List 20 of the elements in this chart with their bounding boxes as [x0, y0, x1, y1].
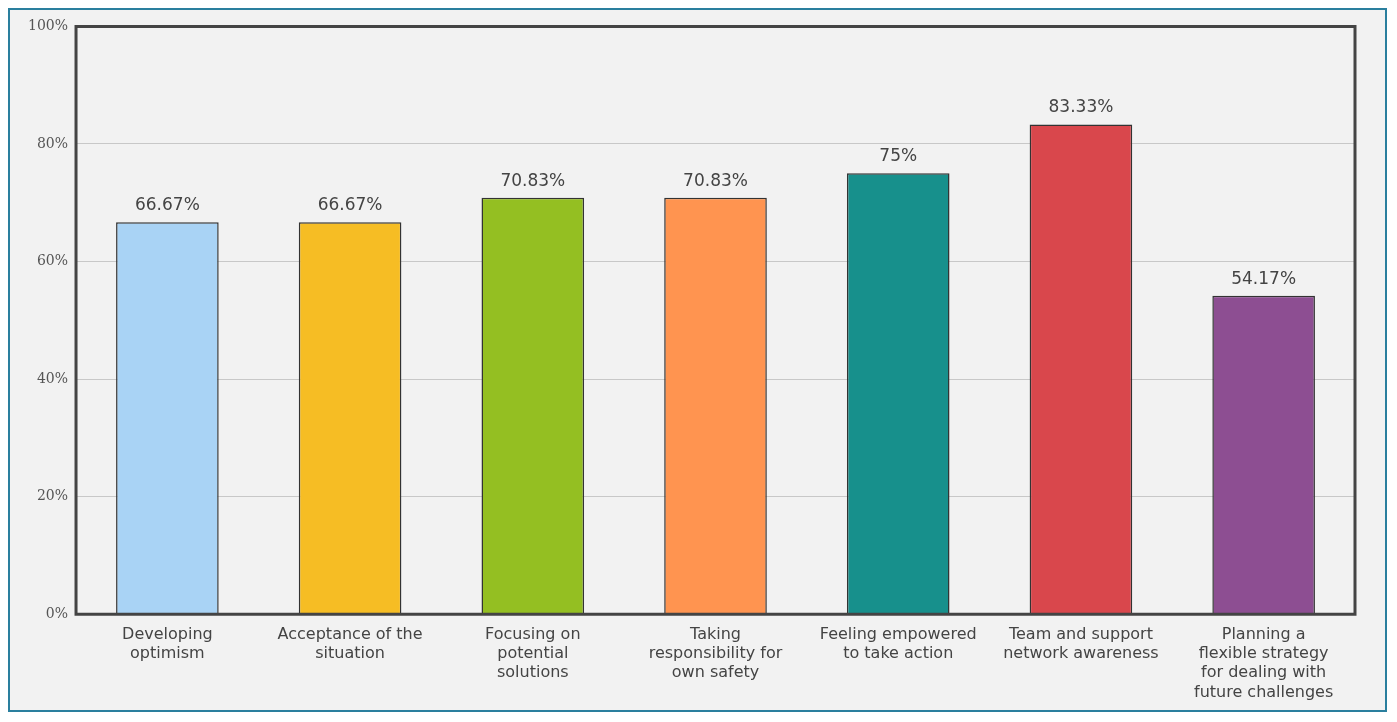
data-label: 70.83%: [500, 169, 566, 190]
x-tick-label: Feeling empowered to take action: [819, 623, 977, 663]
data-label: 70.83%: [683, 169, 748, 190]
x-tick-label: Team and support network awareness: [1003, 623, 1159, 663]
y-tick-label: 40%: [36, 369, 69, 386]
x-tick-label: Acceptance of the situation: [277, 623, 423, 663]
data-label: 75%: [879, 145, 918, 166]
data-label: 83.33%: [1048, 96, 1114, 117]
y-tick-label: 20%: [36, 487, 69, 504]
x-tick-label: Focusing on potential solutions: [485, 623, 581, 682]
y-tick-label: 80%: [36, 134, 69, 151]
y-tick-label: 0%: [45, 604, 69, 621]
x-tick-label: Developing optimism: [122, 623, 213, 663]
y-tick-label: 60%: [36, 252, 69, 269]
data-label: 54.17%: [1231, 267, 1297, 288]
y-tick-label: 100%: [27, 17, 69, 34]
x-tick-label: Planning a flexible strategy for dealing with future challenges: [1194, 623, 1334, 701]
data-label: 66.67%: [134, 194, 200, 215]
data-label: 66.67%: [317, 194, 383, 215]
x-tick-label: Taking responsibility for own safety: [648, 623, 783, 682]
